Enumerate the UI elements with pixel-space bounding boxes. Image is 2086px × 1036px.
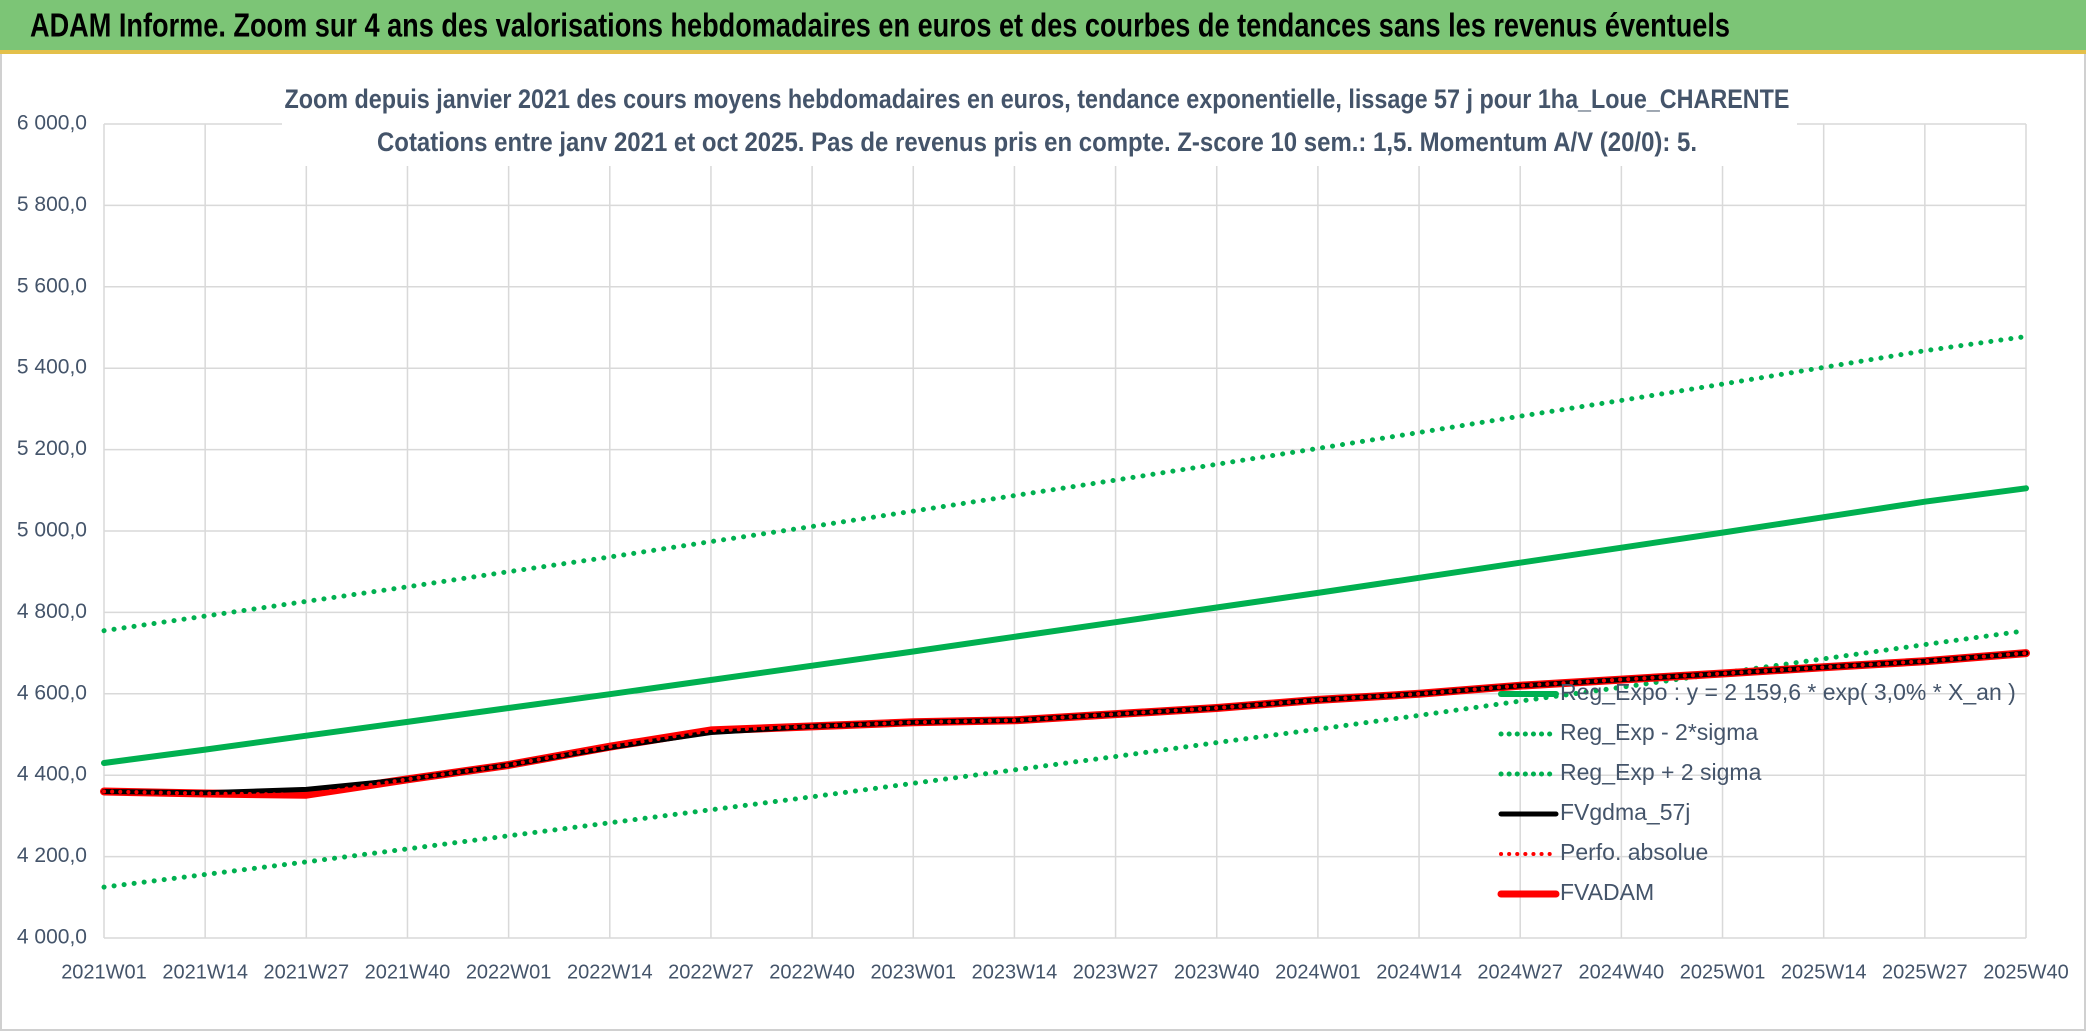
- y-tick-label: 4 200,0: [17, 844, 87, 867]
- y-tick-label: 5 800,0: [17, 193, 87, 216]
- x-tick-label: 2022W14: [567, 961, 653, 983]
- x-tick-label: 2022W27: [668, 961, 754, 983]
- x-tick-label: 2021W14: [162, 961, 248, 983]
- y-tick-label: 4 800,0: [17, 600, 87, 623]
- x-tick-label: 2025W40: [1983, 961, 2069, 983]
- plot: 4 000,0 4 200,0 4 400,0 4 600,0 4 800,0 5 000…: [17, 80, 2069, 983]
- x-tick-label: 2022W01: [466, 961, 552, 983]
- x-tick-label: 2024W27: [1477, 961, 1563, 983]
- header-bar: [0, 0, 2086, 53]
- x-tick-label: 2023W40: [1174, 961, 1260, 983]
- header-rule: [0, 50, 2086, 54]
- y-tick-label: 5 400,0: [17, 356, 87, 379]
- x-tick-label: 2025W27: [1882, 961, 1968, 983]
- y-tick-label: 4 400,0: [17, 763, 87, 786]
- y-tick-label: 4 000,0: [17, 926, 87, 949]
- x-tick-label: 2021W27: [264, 961, 350, 983]
- x-tick-label: 2025W14: [1781, 961, 1867, 983]
- legend-label: Reg_Exp + 2 sigma: [1560, 759, 1762, 785]
- x-tick-label: 2024W01: [1275, 961, 1361, 983]
- x-tick-label: 2024W40: [1579, 961, 1665, 983]
- x-tick-label: 2021W01: [61, 961, 147, 983]
- x-tick-label: 2022W40: [769, 961, 855, 983]
- header-title: ADAM Informe. Zoom sur 4 ans des valoris…: [30, 7, 1730, 44]
- legend-label: FVADAM: [1560, 879, 1654, 905]
- y-tick-label: 5 200,0: [17, 437, 87, 460]
- x-tick-label: 2025W01: [1680, 961, 1766, 983]
- title-backing: [282, 80, 1797, 166]
- series-line: [101, 650, 2029, 796]
- y-tick-label: 4 600,0: [17, 681, 87, 704]
- chart-subtitle: Cotations entre janv 2021 et oct 2025. P…: [377, 127, 1697, 157]
- series-line: [101, 334, 2029, 634]
- x-tick-label: 2021W40: [365, 961, 451, 983]
- x-tick-label: 2023W14: [972, 961, 1058, 983]
- legend-label: Perfo. absolue: [1560, 839, 1708, 865]
- x-tick-label: 2023W27: [1073, 961, 1159, 983]
- y-tick-label: 5 600,0: [17, 274, 87, 297]
- x-tick-label: 2024W14: [1376, 961, 1462, 983]
- legend-label: FVgdma_57j: [1560, 799, 1690, 825]
- legend-label: Reg_Expo : y = 2 159,6 * exp( 3,0% * X_a…: [1560, 679, 2016, 705]
- legend-label: Reg_Exp - 2*sigma: [1560, 719, 1758, 745]
- series-line: [101, 485, 2029, 766]
- chart-title: Zoom depuis janvier 2021 des cours moyen…: [285, 84, 1790, 114]
- y-tick-label: 6 000,0: [17, 112, 87, 135]
- x-tick-label: 2023W01: [870, 961, 956, 983]
- y-tick-label: 5 000,0: [17, 519, 87, 542]
